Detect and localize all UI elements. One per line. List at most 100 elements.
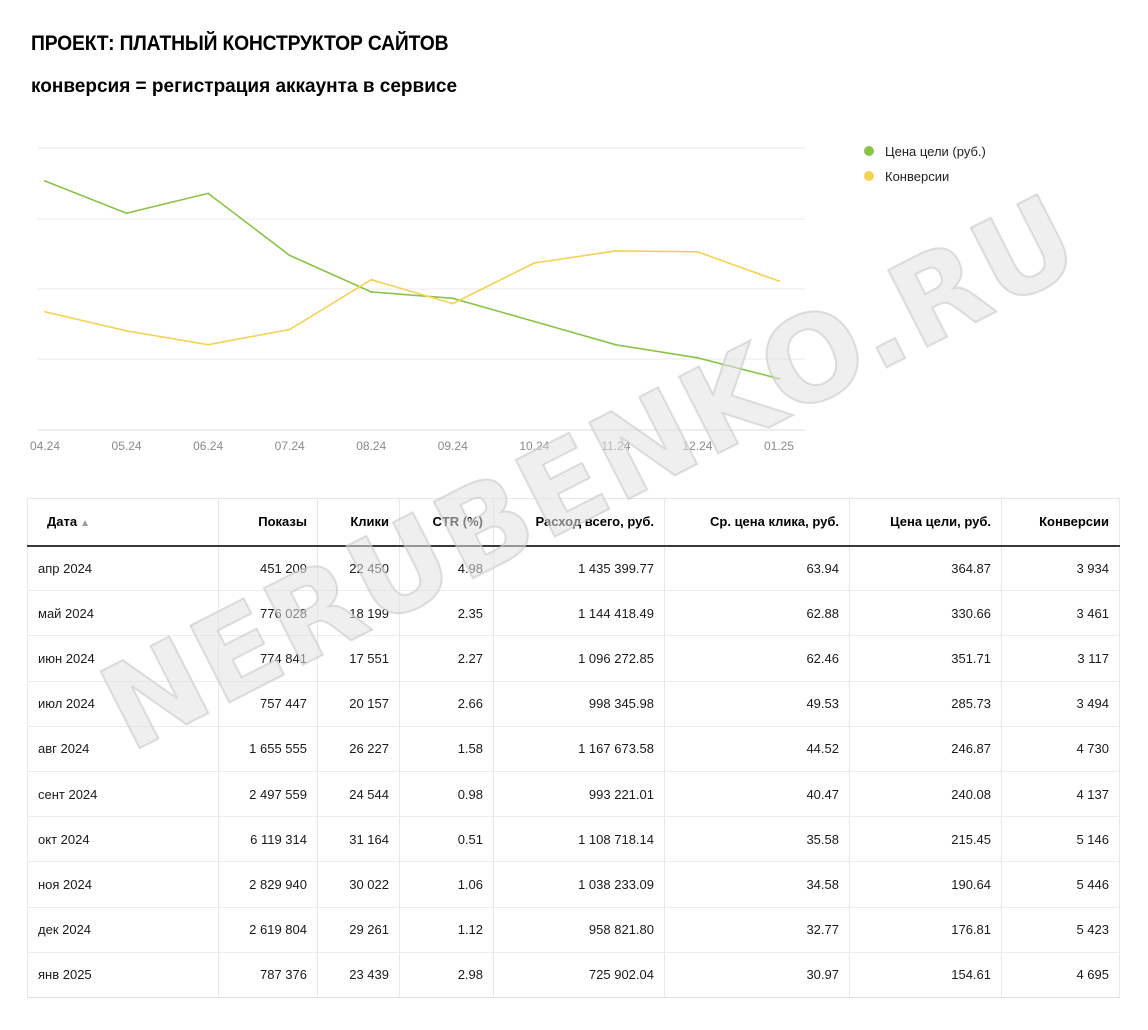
table-cell: 215.45	[849, 816, 1002, 863]
table-cell: 62.88	[664, 590, 850, 637]
table-cell: 3 934	[1001, 545, 1120, 592]
table-cell: 1.58	[399, 726, 494, 772]
table-cell: 62.46	[664, 635, 850, 682]
table-row: ноя 2024 2 829 940 30 022 1.06 1 038 233.09 3…	[27, 861, 1120, 908]
table-cell: 5 446	[1001, 861, 1120, 908]
table-cell: 958 821.80	[493, 907, 665, 953]
table-cell: 3 494	[1001, 681, 1120, 727]
table-cell: 240.08	[849, 771, 1002, 818]
table-cell: 2 829 940	[218, 861, 318, 908]
legend-item-price[interactable]: Цена цели (руб.)	[864, 143, 986, 159]
table-cell: 20 157	[317, 681, 400, 727]
column-header-cost-per-goal[interactable]: Цена цели, руб.	[849, 498, 1002, 547]
table-cell: 3 461	[1001, 590, 1120, 637]
data-point[interactable]	[451, 297, 454, 300]
table-row: янв 2025 787 376 23 439 2.98 725 902.04 30.97…	[27, 952, 1120, 998]
table-cell: 44.52	[664, 726, 850, 772]
table-cell: 776 028	[218, 590, 318, 637]
data-point[interactable]	[207, 343, 210, 346]
series-line-0[interactable]	[44, 180, 780, 380]
table-cell: 451 209	[218, 545, 318, 592]
data-point[interactable]	[451, 302, 454, 305]
column-header-ctr[interactable]: CTR (%)	[399, 498, 494, 547]
data-point[interactable]	[533, 262, 536, 264]
legend-item-conversions[interactable]: Конверсии	[864, 168, 986, 184]
series-line-1[interactable]	[44, 250, 780, 346]
table-cell: 774 841	[218, 635, 318, 682]
table-cell: 2.98	[399, 952, 494, 998]
table-header-row: Дата ▲ Показы Клики CTR (%) Расход всего,…	[27, 498, 1120, 547]
data-point[interactable]	[696, 356, 699, 359]
table-cell: 787 376	[218, 952, 318, 998]
legend-dot-icon	[864, 146, 874, 156]
table-cell: 1 144 418.49	[493, 590, 665, 637]
table-cell: 1 108 718.14	[493, 816, 665, 863]
data-point[interactable]	[614, 249, 617, 252]
table-cell: 5 146	[1001, 816, 1120, 863]
data-point[interactable]	[44, 310, 46, 313]
table-cell: 176.81	[849, 907, 1002, 953]
data-point[interactable]	[778, 280, 780, 283]
table-row: май 2024 776 028 18 199 2.35 1 144 418.49 62.…	[27, 590, 1120, 637]
column-header-date[interactable]: Дата ▲	[27, 498, 219, 547]
x-tick-label: 04.24	[30, 439, 60, 453]
data-point[interactable]	[288, 328, 291, 331]
table-cell: 1 655 555	[218, 726, 318, 772]
data-point[interactable]	[125, 329, 128, 332]
data-point[interactable]	[778, 377, 780, 380]
table-row: авг 2024 1 655 555 26 227 1.58 1 167 673.58 4…	[27, 726, 1120, 772]
table-cell: 1 167 673.58	[493, 726, 665, 772]
data-point[interactable]	[696, 250, 699, 253]
column-header-impressions[interactable]: Показы	[218, 498, 318, 547]
page-title: ПРОЕКТ: ПЛАТНЫЙ КОНСТРУКТОР САЙТОВ	[31, 32, 449, 55]
column-header-label: Дата	[47, 514, 78, 530]
table-cell: 2.35	[399, 590, 494, 637]
data-point[interactable]	[125, 212, 128, 215]
column-header-spend[interactable]: Расход всего, руб.	[493, 498, 665, 547]
table-row: июл 2024 757 447 20 157 2.66 998 345.98 49.53…	[27, 681, 1120, 727]
table-cell: 30 022	[317, 861, 400, 908]
column-header-clicks[interactable]: Клики	[317, 498, 400, 547]
column-header-avg-cpc[interactable]: Ср. цена клика, руб.	[664, 498, 850, 547]
table-cell: 330.66	[849, 590, 1002, 637]
x-tick-label: 12.24	[682, 439, 712, 453]
line-chart: 04.24 05.24 06.24 07.24 08.24 09.24 10.24 11.24…	[0, 120, 1148, 470]
sort-up-icon: ▲	[80, 518, 90, 530]
table-cell: 993 221.01	[493, 771, 665, 818]
page-subtitle: конверсия = регистрация аккаунта в серви…	[31, 76, 458, 97]
table-cell: 285.73	[849, 681, 1002, 727]
table-cell: 6 119 314	[218, 816, 318, 863]
data-point[interactable]	[44, 180, 46, 182]
data-point[interactable]	[288, 254, 291, 257]
table-cell: 725 902.04	[493, 952, 665, 998]
table-cell: 1.06	[399, 861, 494, 908]
data-point[interactable]	[533, 320, 536, 323]
table-cell: 4.98	[399, 545, 494, 592]
table-cell: апр 2024	[27, 545, 219, 592]
table-cell: 0.98	[399, 771, 494, 818]
stats-table-container: Дата ▲ Показы Клики CTR (%) Расход всего,…	[27, 498, 1120, 998]
chart-legend: Цена цели (руб.) Конверсии	[864, 143, 986, 193]
table-cell: дек 2024	[27, 907, 219, 953]
table-row: дек 2024 2 619 804 29 261 1.12 958 821.80 32.…	[27, 907, 1120, 953]
data-point[interactable]	[370, 290, 373, 293]
data-point[interactable]	[370, 278, 373, 281]
table-cell: 0.51	[399, 816, 494, 863]
column-header-conversions[interactable]: Конверсии	[1001, 498, 1120, 547]
x-tick-label: 08.24	[356, 439, 386, 453]
table-cell: 1 435 399.77	[493, 545, 665, 592]
data-point[interactable]	[614, 343, 617, 346]
table-cell: 18 199	[317, 590, 400, 637]
table-cell: 246.87	[849, 726, 1002, 772]
table-row: окт 2024 6 119 314 31 164 0.51 1 108 718.14 3…	[27, 816, 1120, 863]
table-cell: 49.53	[664, 681, 850, 727]
stats-table: Дата ▲ Показы Клики CTR (%) Расход всего,…	[27, 498, 1120, 998]
table-cell: июн 2024	[27, 635, 219, 682]
table-row: сент 2024 2 497 559 24 544 0.98 993 221.01 40…	[27, 771, 1120, 818]
data-point[interactable]	[207, 192, 210, 195]
table-cell: янв 2025	[27, 952, 219, 998]
table-cell: 4 695	[1001, 952, 1120, 998]
table-cell: 5 423	[1001, 907, 1120, 953]
table-cell: 2.27	[399, 635, 494, 682]
x-tick-label: 06.24	[193, 439, 223, 453]
